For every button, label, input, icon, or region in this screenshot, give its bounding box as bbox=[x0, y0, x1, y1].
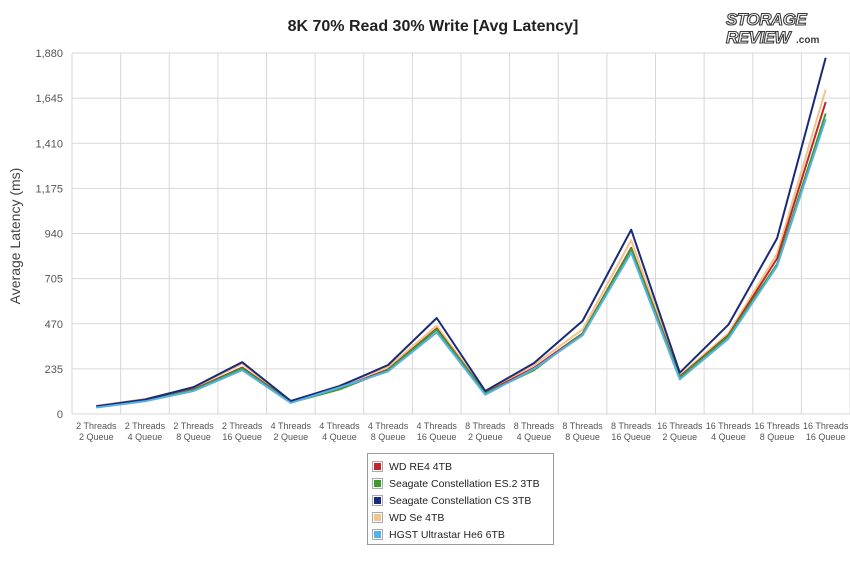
x-tick-label: 2 Queue bbox=[79, 432, 114, 442]
x-tick-label: 8 Threads bbox=[611, 421, 652, 431]
legend: WD RE4 4TB Seagate Constellation ES.2 3TB… bbox=[367, 453, 554, 545]
logo-line-2: REVIEW bbox=[726, 28, 793, 47]
legend-swatch bbox=[372, 461, 383, 472]
legend-swatch bbox=[372, 478, 383, 489]
legend-swatch bbox=[372, 495, 383, 506]
legend-label: HGST Ultrastar He6 6TB bbox=[389, 528, 505, 541]
x-tick-label: 2 Threads bbox=[222, 421, 263, 431]
series-line-seagate-constellation-cs-3tb bbox=[96, 57, 827, 408]
legend-item: WD Se 4TB bbox=[372, 509, 553, 526]
x-tick-label: 4 Queue bbox=[322, 432, 357, 442]
x-tick-label: 4 Threads bbox=[368, 421, 409, 431]
x-tick-label: 2 Threads bbox=[125, 421, 166, 431]
legend-item: HGST Ultrastar He6 6TB bbox=[372, 526, 553, 543]
x-tick-label: 4 Threads bbox=[271, 421, 312, 431]
y-tick-label: 1,880 bbox=[35, 48, 63, 60]
x-tick-label: 2 Threads bbox=[173, 421, 214, 431]
x-tick-label: 16 Queue bbox=[611, 432, 651, 442]
x-tick-label: 4 Threads bbox=[417, 421, 458, 431]
x-tick-label: 2 Queue bbox=[274, 432, 309, 442]
legend-label: Seagate Constellation CS 3TB bbox=[389, 494, 532, 507]
x-tick-label: 2 Queue bbox=[468, 432, 503, 442]
chart-title: 8K 70% Read 30% Write [Avg Latency] bbox=[287, 18, 579, 35]
y-tick-label: 470 bbox=[45, 319, 63, 331]
y-tick-label: 1,645 bbox=[35, 93, 63, 105]
legend-label: Seagate Constellation ES.2 3TB bbox=[389, 477, 540, 490]
x-tick-label: 8 Queue bbox=[760, 432, 795, 442]
series-lines bbox=[96, 57, 827, 409]
logo-suffix: .com bbox=[796, 35, 819, 46]
legend-item: Seagate Constellation CS 3TB bbox=[372, 492, 553, 509]
x-tick-label: 4 Threads bbox=[319, 421, 360, 431]
x-tick-label: 4 Queue bbox=[128, 432, 163, 442]
legend-label: WD Se 4TB bbox=[389, 511, 445, 524]
legend-swatch bbox=[372, 529, 383, 540]
y-tick-label: 0 bbox=[57, 409, 63, 421]
x-tick-label: 8 Queue bbox=[371, 432, 406, 442]
series-line-hgst-ultrastar-he6-6tb bbox=[96, 118, 827, 409]
series-line-seagate-constellation-es-2-3tb bbox=[96, 113, 827, 409]
x-tick-label: 16 Threads bbox=[803, 421, 849, 431]
x-tick-label: 8 Queue bbox=[176, 432, 211, 442]
x-tick-label: 8 Threads bbox=[514, 421, 555, 431]
y-tick-label: 235 bbox=[45, 364, 63, 376]
legend-item: Seagate Constellation ES.2 3TB bbox=[372, 475, 553, 492]
x-tick-label: 16 Queue bbox=[806, 432, 846, 442]
y-tick-label: 1,410 bbox=[35, 138, 63, 150]
x-tick-label: 16 Queue bbox=[222, 432, 262, 442]
x-tick-label: 16 Threads bbox=[657, 421, 703, 431]
y-tick-labels: 0 235 470 705 940 1,175 1,410 1,645 1,880 bbox=[35, 48, 63, 421]
x-tick-label: 4 Queue bbox=[711, 432, 746, 442]
x-tick-label: 8 Threads bbox=[562, 421, 603, 431]
storagereview-logo: STORAGE REVIEW .com bbox=[725, 9, 819, 47]
x-tick-label: 2 Threads bbox=[76, 421, 117, 431]
x-tick-label: 16 Queue bbox=[417, 432, 457, 442]
y-tick-label: 940 bbox=[45, 229, 63, 241]
x-tick-label: 4 Queue bbox=[517, 432, 552, 442]
y-tick-label: 1,175 bbox=[35, 183, 63, 195]
x-tick-label: 2 Queue bbox=[663, 432, 698, 442]
grid-layer bbox=[71, 52, 850, 415]
legend-label: WD RE4 4TB bbox=[389, 460, 453, 473]
x-tick-label: 16 Threads bbox=[706, 421, 752, 431]
legend-item: WD RE4 4TB bbox=[372, 458, 553, 475]
legend-swatch bbox=[372, 512, 383, 523]
x-tick-label: 8 Threads bbox=[465, 421, 506, 431]
logo-line-1: STORAGE bbox=[726, 10, 807, 29]
y-tick-label: 705 bbox=[45, 274, 63, 286]
y-axis-title: Average Latency (ms) bbox=[7, 168, 23, 305]
x-tick-label: 16 Threads bbox=[754, 421, 800, 431]
x-tick-label: 8 Queue bbox=[565, 432, 600, 442]
